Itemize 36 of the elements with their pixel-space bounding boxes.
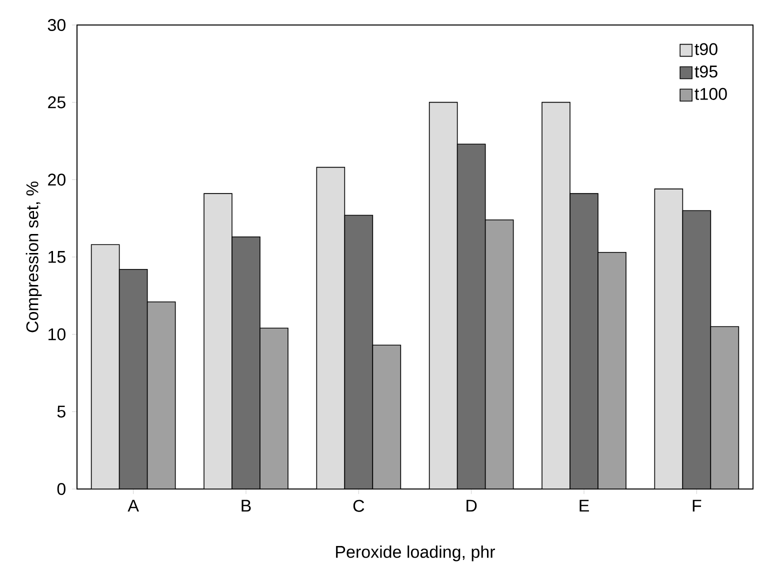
- bar: [542, 102, 570, 489]
- y-tick-label: 0: [57, 482, 66, 496]
- bar: [682, 210, 712, 489]
- bar: [119, 269, 148, 489]
- legend-label: t95: [694, 66, 718, 78]
- bar: [344, 215, 373, 489]
- y-tick-label: 20: [48, 174, 66, 186]
- x-tick-label: F: [692, 500, 702, 512]
- bar: [232, 236, 260, 489]
- x-tick-label: E: [580, 500, 589, 512]
- x-axis-title: Peroxide loading, phr: [336, 545, 495, 562]
- bar: [260, 328, 288, 489]
- bar: [429, 102, 458, 489]
- y-tick-label: 10: [48, 328, 66, 340]
- bar: [316, 167, 345, 489]
- y-tick-label: 25: [48, 96, 66, 108]
- bar: [91, 244, 120, 489]
- y-axis-title: Compression set, %: [26, 182, 42, 332]
- legend-label: t90: [694, 43, 718, 56]
- y-tick-label: 5: [57, 406, 66, 418]
- legend-label: t100: [694, 88, 727, 100]
- bar: [654, 188, 684, 489]
- x-tick-label: D: [466, 500, 477, 512]
- x-tick-label: B: [242, 500, 251, 512]
- bar: [372, 345, 401, 489]
- bar: [598, 252, 626, 489]
- bar: [204, 194, 232, 489]
- y-tick-label: 15: [48, 251, 66, 263]
- bar: [570, 194, 598, 489]
- bar: [457, 144, 486, 489]
- bar: [147, 302, 176, 489]
- y-tick-label: 30: [48, 18, 66, 32]
- x-tick-label: C: [353, 500, 364, 512]
- x-tick-label: A: [128, 500, 139, 512]
- bar: [710, 326, 740, 489]
- bar: [485, 220, 514, 489]
